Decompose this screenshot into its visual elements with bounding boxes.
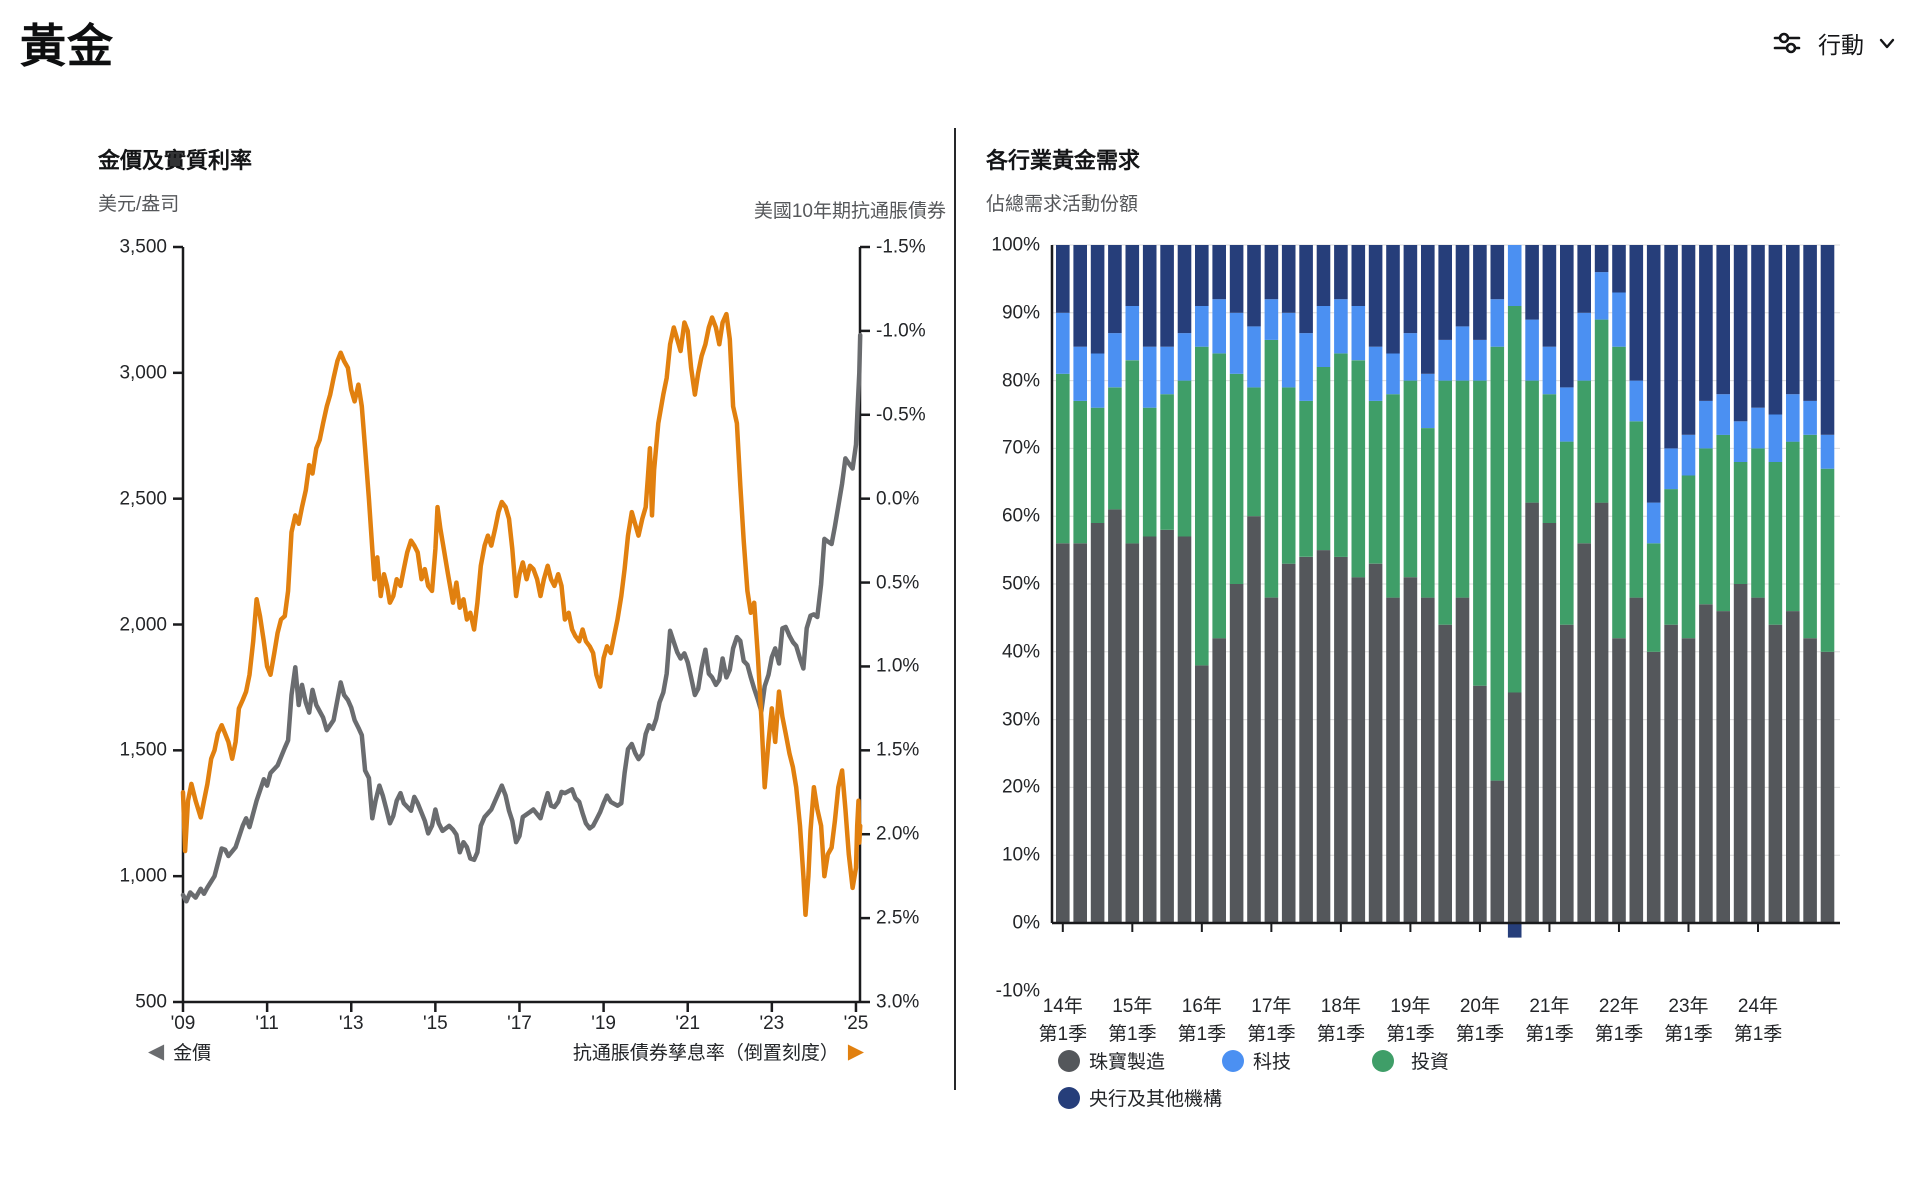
right-chart-subtitle: 佔總需求活動份額 (986, 194, 1139, 215)
actions-toolbar: 行動 (1772, 26, 1898, 60)
left-chart-title: 金價及實質利率 (98, 148, 253, 173)
legend-gold-price: ◀ 金價 (148, 1038, 211, 1065)
panel-divider (954, 128, 956, 1090)
left-chart-unit-label: 美元/盎司 (98, 194, 180, 215)
filter-sliders-button[interactable] (1772, 28, 1802, 58)
right-arrow-marker: ▶ (847, 1040, 864, 1063)
legend-tips-yield: 抗通脹債券孳息率（倒置刻度） ▶ (573, 1038, 864, 1065)
action-label: 行動 (1818, 32, 1864, 58)
legend-investment: 投資 (1372, 1047, 1449, 1074)
central-banks-dot-icon (1058, 1086, 1080, 1109)
legend-central-banks: 央行及其他機構 (1058, 1084, 1222, 1111)
legend-tips-yield-label: 抗通脹債券孳息率（倒置刻度） (572, 1043, 839, 1064)
legend-central-banks-label: 央行及其他機構 (1089, 1089, 1223, 1110)
investment-dot-icon (1372, 1049, 1394, 1072)
action-dropdown-button[interactable]: 行動 (1818, 26, 1898, 60)
left-arrow-marker: ◀ (148, 1040, 165, 1063)
left-chart-right-axis-title: 美國10年期抗通脹債券 (753, 201, 946, 222)
legend-gold-price-label: 金價 (173, 1043, 212, 1064)
page-title: 黃金 (20, 20, 114, 72)
chevron-down-icon (1876, 32, 1898, 54)
jewellery-dot-icon (1058, 1049, 1080, 1072)
legend-jewellery: 珠寶製造 (1058, 1047, 1165, 1074)
legend-technology: 科技 (1222, 1047, 1291, 1074)
technology-dot-icon (1222, 1049, 1244, 1072)
sliders-icon (1772, 28, 1802, 58)
legend-investment-label: 投資 (1411, 1052, 1450, 1073)
legend-jewellery-label: 珠寶製造 (1089, 1052, 1166, 1073)
right-chart-title: 各行業黃金需求 (986, 148, 1141, 173)
legend-technology-label: 科技 (1253, 1052, 1292, 1073)
